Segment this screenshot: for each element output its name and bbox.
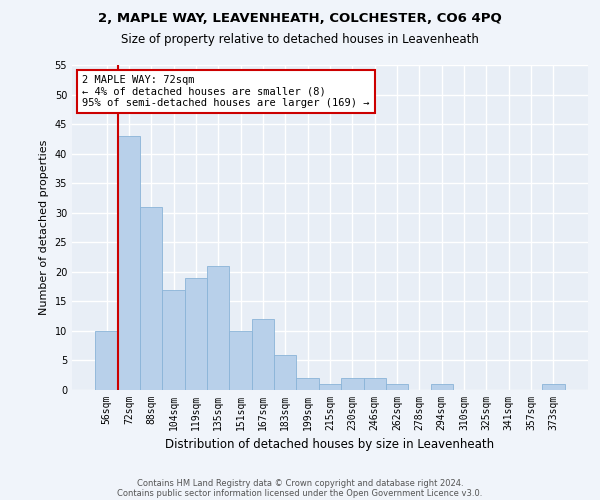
Bar — [252, 319, 274, 390]
Bar — [207, 266, 229, 390]
Bar — [118, 136, 140, 390]
Bar — [296, 378, 319, 390]
Text: 2, MAPLE WAY, LEAVENHEATH, COLCHESTER, CO6 4PQ: 2, MAPLE WAY, LEAVENHEATH, COLCHESTER, C… — [98, 12, 502, 26]
Text: 2 MAPLE WAY: 72sqm
← 4% of detached houses are smaller (8)
95% of semi-detached : 2 MAPLE WAY: 72sqm ← 4% of detached hous… — [82, 74, 370, 108]
Bar — [140, 207, 163, 390]
Bar — [163, 290, 185, 390]
Bar — [364, 378, 386, 390]
X-axis label: Distribution of detached houses by size in Leavenheath: Distribution of detached houses by size … — [166, 438, 494, 452]
Text: Size of property relative to detached houses in Leavenheath: Size of property relative to detached ho… — [121, 32, 479, 46]
Bar — [319, 384, 341, 390]
Text: Contains HM Land Registry data © Crown copyright and database right 2024.: Contains HM Land Registry data © Crown c… — [137, 478, 463, 488]
Bar — [274, 354, 296, 390]
Bar — [341, 378, 364, 390]
Bar — [185, 278, 207, 390]
Bar — [229, 331, 252, 390]
Bar — [95, 331, 118, 390]
Text: Contains public sector information licensed under the Open Government Licence v3: Contains public sector information licen… — [118, 488, 482, 498]
Bar — [386, 384, 408, 390]
Bar — [542, 384, 565, 390]
Y-axis label: Number of detached properties: Number of detached properties — [39, 140, 49, 315]
Bar — [431, 384, 453, 390]
